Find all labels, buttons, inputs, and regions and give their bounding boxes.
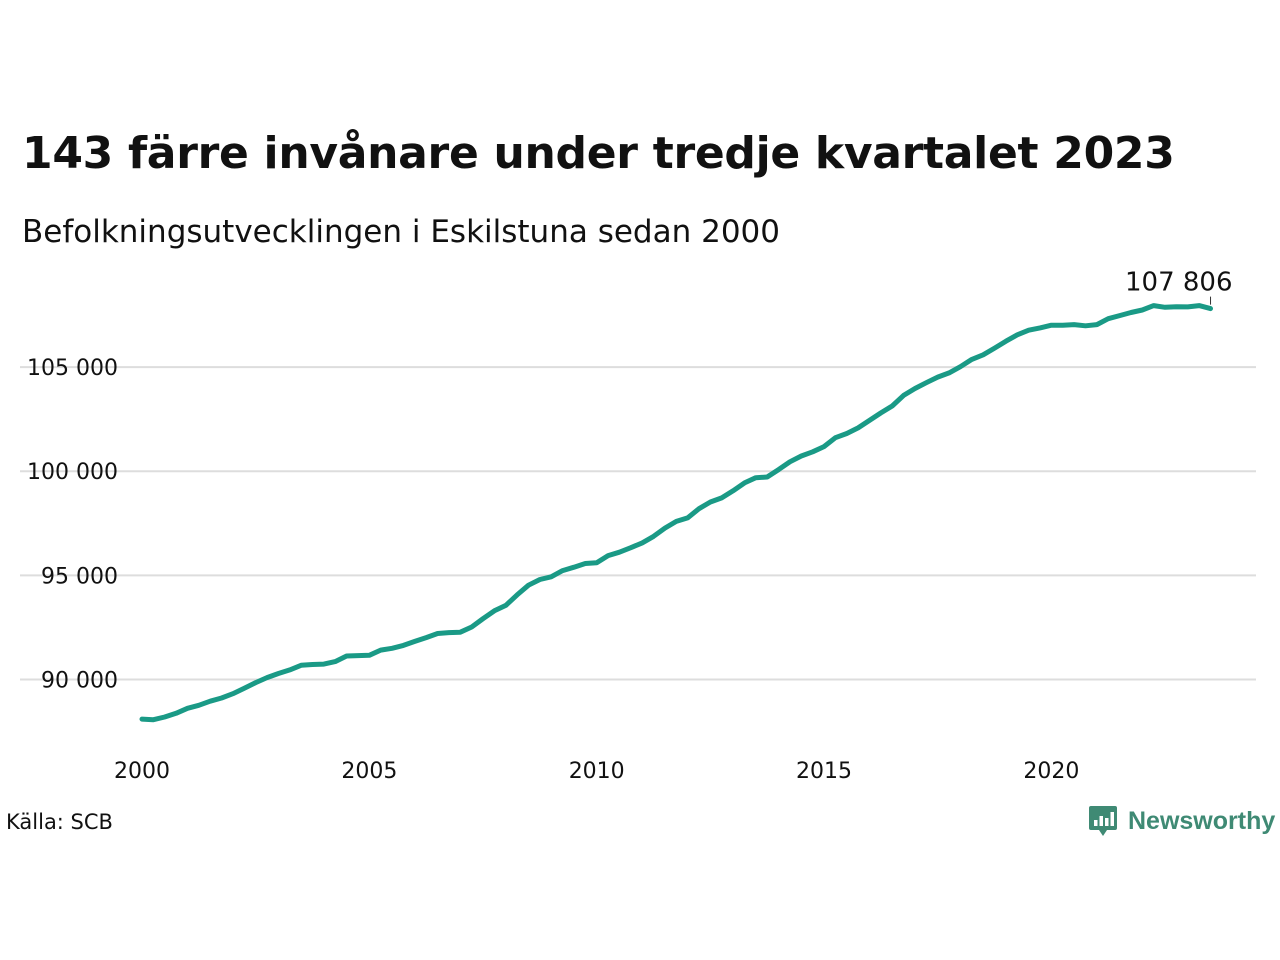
y-axis-tick-labels: 90 000 95 000 100 000 105 000 bbox=[27, 356, 118, 693]
gridlines bbox=[20, 366, 1256, 681]
brand-logo: Newsworthy bbox=[1088, 804, 1275, 838]
source-note: Källa: SCB bbox=[6, 810, 113, 834]
series-layer bbox=[139, 303, 1213, 723]
chart-subtitle: Befolkningsutvecklingen i Eskilstuna sed… bbox=[22, 214, 780, 250]
series-line bbox=[139, 303, 1213, 723]
brand-name: Newsworthy bbox=[1128, 806, 1276, 835]
y-tick-label: 90 000 bbox=[41, 669, 118, 694]
y-tick-label: 95 000 bbox=[41, 564, 118, 589]
x-tick-label: 2015 bbox=[796, 759, 852, 784]
x-tick-label: 2005 bbox=[341, 759, 397, 784]
chart-title: 143 färre invånare under tredje kvartale… bbox=[22, 128, 1175, 179]
end-value-label: 107 806 bbox=[1125, 268, 1233, 298]
annotation-layer: 107 806 bbox=[1125, 268, 1233, 305]
y-tick-label: 100 000 bbox=[27, 460, 118, 485]
bar-chart-speech-bubble-icon bbox=[1089, 806, 1117, 836]
x-axis-tick-labels: 2000 2005 2010 2015 2020 bbox=[114, 759, 1079, 784]
x-tick-label: 2010 bbox=[569, 759, 625, 784]
x-tick-label: 2020 bbox=[1023, 759, 1079, 784]
y-tick-label: 105 000 bbox=[27, 356, 118, 381]
x-tick-label: 2000 bbox=[114, 759, 170, 784]
